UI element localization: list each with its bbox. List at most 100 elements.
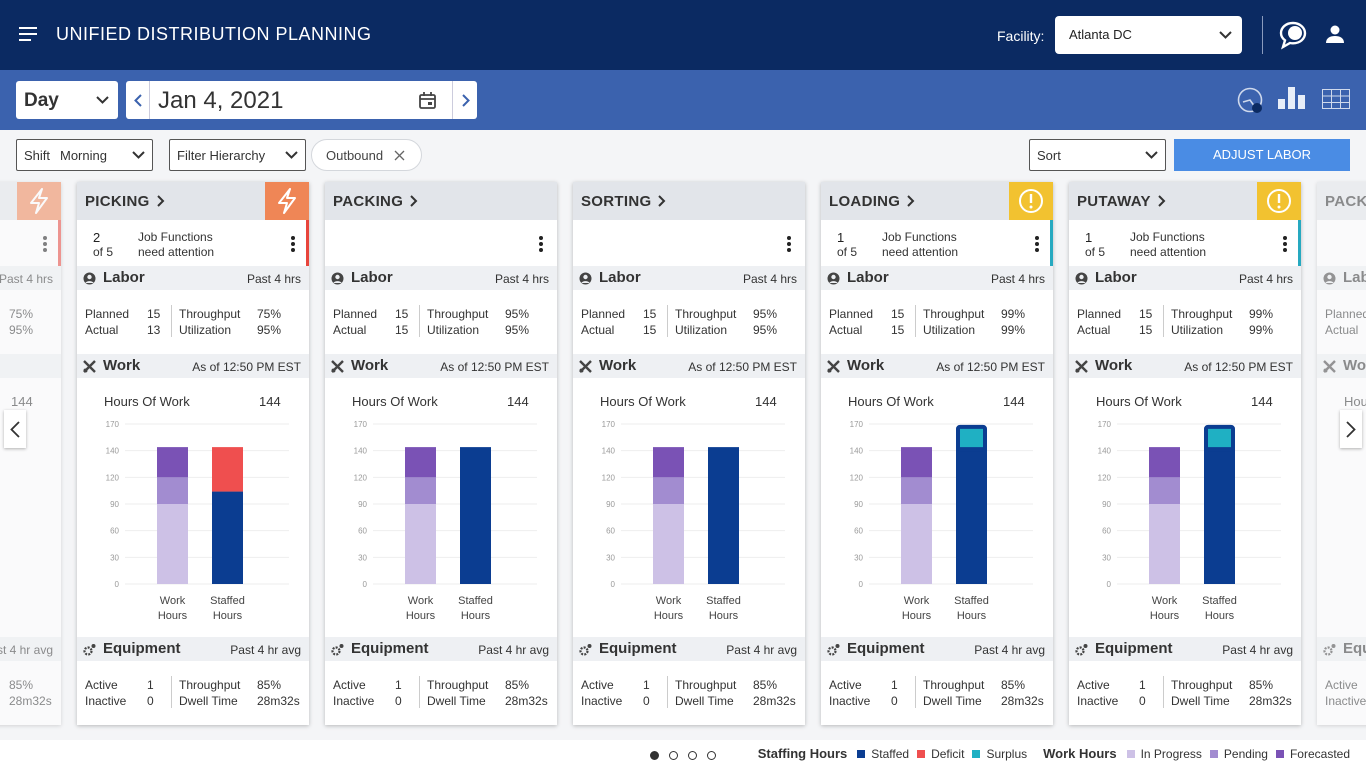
section-period: Past 4 hr avg xyxy=(974,643,1045,657)
stat-label: Active xyxy=(829,678,862,692)
section-period: Past 4 hr avg xyxy=(726,643,797,657)
attention-count: 1 xyxy=(837,230,845,245)
chart-total: 144 xyxy=(259,394,281,409)
sort-select[interactable]: Sort xyxy=(1029,139,1166,171)
stat-label: Actual xyxy=(1077,323,1111,337)
page-dot[interactable] xyxy=(650,751,659,760)
chat-icon[interactable] xyxy=(1278,20,1308,50)
stat-value: 1 xyxy=(891,678,898,692)
y-tick-label: 60 xyxy=(854,527,863,536)
stat-value: 95% xyxy=(505,307,530,321)
card-title[interactable]: PACKING xyxy=(333,193,418,210)
stat-value: 15 xyxy=(891,323,905,337)
chart-title: Hours Of Work xyxy=(600,394,686,409)
card-title[interactable]: PACKING xyxy=(1325,193,1366,210)
chip-remove[interactable] xyxy=(394,150,405,161)
stat-label: Inactive xyxy=(85,694,127,708)
card-menu[interactable] xyxy=(787,236,791,252)
staffed-bar xyxy=(212,491,243,584)
stat-value: 85% xyxy=(1001,678,1026,692)
section-icon xyxy=(827,272,840,285)
card-menu[interactable] xyxy=(1035,236,1039,252)
stat-value: 95% xyxy=(505,323,530,337)
period-select[interactable]: Day xyxy=(16,81,118,119)
y-tick-label: 120 xyxy=(602,473,616,482)
card-title[interactable]: SORTING xyxy=(581,193,666,210)
y-tick-label: 120 xyxy=(354,473,368,482)
job-card: PUTAWAY 1 of 5 Job Functions need attention L… xyxy=(1069,182,1301,725)
chart-title: Hours Of Work xyxy=(104,394,190,409)
footer: Staffing Hours Staffed Deficit Surplus Work … xyxy=(0,740,1366,767)
next-cards[interactable] xyxy=(1340,410,1362,448)
chart-total: 144 xyxy=(755,394,777,409)
section-title: Work xyxy=(351,357,389,374)
alert-badge[interactable] xyxy=(1257,182,1301,220)
section-period: As of 12:50 PM EST xyxy=(440,360,549,374)
section-icon xyxy=(579,360,592,373)
stat-value: 1 xyxy=(643,678,650,692)
y-tick-label: 140 xyxy=(106,447,120,456)
attention-of: of 5 xyxy=(93,245,114,259)
section-header xyxy=(1317,354,1366,378)
y-tick-label: 140 xyxy=(1098,447,1112,456)
alert-badge[interactable] xyxy=(1009,182,1053,220)
alert-badge[interactable] xyxy=(265,182,309,220)
divider xyxy=(1262,16,1263,54)
chart-view-icon[interactable] xyxy=(1278,87,1306,109)
user-icon[interactable] xyxy=(1326,25,1344,43)
facility-value: Atlanta DC xyxy=(1069,27,1132,42)
hours-chart: 0 30 60 90 120 140 170 xyxy=(106,420,289,589)
gauge-icon[interactable] xyxy=(1237,87,1263,113)
work-hours-bar xyxy=(901,447,932,478)
prev-date[interactable] xyxy=(126,81,150,119)
adjust-labor-button[interactable]: ADJUST LABOR xyxy=(1174,139,1350,171)
staffed-bar xyxy=(1204,447,1235,584)
legend-title: Work Hours xyxy=(1043,746,1117,761)
section-icon xyxy=(83,272,96,285)
stat-value: 28m32s xyxy=(1249,694,1292,708)
section-title: Work xyxy=(599,357,637,374)
stat-value: 13 xyxy=(147,323,161,337)
job-card: PACKING Labor Planned Actual Work Equipment Ac… xyxy=(1317,182,1366,725)
section-title: Labor xyxy=(599,269,641,286)
grid-view-icon[interactable] xyxy=(1322,89,1350,109)
card-title[interactable]: LOADING xyxy=(829,193,915,210)
legend-swatch xyxy=(1126,749,1135,758)
card-title[interactable]: PUTAWAY xyxy=(1077,193,1166,210)
prev-cards[interactable] xyxy=(4,410,26,448)
card-menu[interactable] xyxy=(291,236,295,252)
chart-total: 144 xyxy=(11,394,33,409)
hours-chart: 0 30 60 90 120 140 170 xyxy=(850,420,1033,589)
page-dot[interactable] xyxy=(707,751,716,760)
page-dot[interactable] xyxy=(688,751,697,760)
next-date[interactable] xyxy=(452,81,477,119)
page-dot[interactable] xyxy=(669,751,678,760)
x-tick-label: Work Hours xyxy=(653,595,684,622)
x-tick-label: Staffed Hours xyxy=(458,595,493,622)
y-tick-label: 90 xyxy=(606,500,615,509)
section-period: Past 4 hrs xyxy=(1238,272,1293,286)
stat-label: Dwell Time xyxy=(923,694,982,708)
stat-label: Throughput xyxy=(1171,678,1233,692)
staffed-bar xyxy=(708,447,739,584)
stat-divider xyxy=(915,305,916,337)
card-title[interactable]: PICKING xyxy=(85,193,165,210)
alert-badge[interactable] xyxy=(17,182,61,220)
facility-select[interactable]: Atlanta DC xyxy=(1055,16,1242,54)
card-menu[interactable] xyxy=(1283,236,1287,252)
sort-label: Sort xyxy=(1037,148,1061,163)
shift-select[interactable]: Shift Morning xyxy=(16,139,153,171)
hours-chart: 0 30 60 90 120 140 170 xyxy=(602,420,785,589)
calendar-icon[interactable] xyxy=(419,92,436,109)
section-icon xyxy=(331,360,344,373)
section-header xyxy=(0,354,61,378)
card-menu[interactable] xyxy=(539,236,543,252)
hierarchy-select[interactable]: Filter Hierarchy xyxy=(169,139,306,171)
card-menu[interactable] xyxy=(43,236,47,252)
section-header xyxy=(0,266,61,290)
chevron-right xyxy=(907,195,915,207)
filter-chip[interactable]: Outbound xyxy=(311,139,422,171)
menu-icon[interactable] xyxy=(19,27,37,41)
section-icon xyxy=(331,644,344,656)
